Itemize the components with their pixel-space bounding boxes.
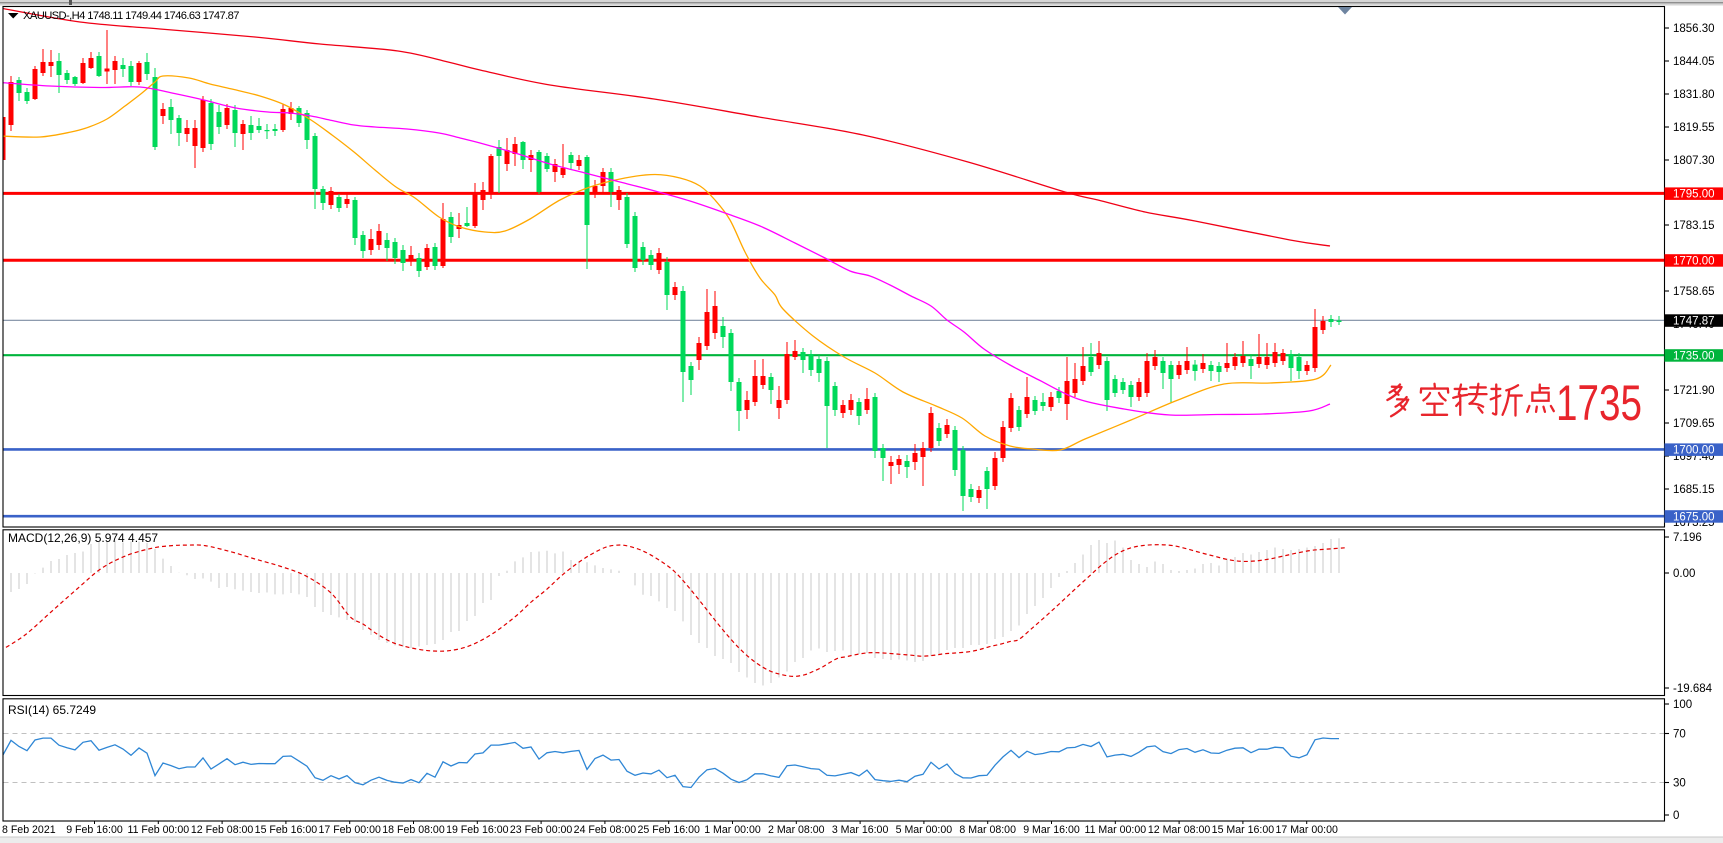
svg-text:-19.684: -19.684 <box>1673 683 1713 695</box>
svg-text:5 Mar 00:00: 5 Mar 00:00 <box>896 824 953 836</box>
svg-text:23 Feb 00:00: 23 Feb 00:00 <box>510 824 573 836</box>
svg-text:8 Mar 08:00: 8 Mar 08:00 <box>959 824 1016 836</box>
svg-text:11 Mar 00:00: 11 Mar 00:00 <box>1084 824 1146 836</box>
svg-text:9 Mar 16:00: 9 Mar 16:00 <box>1023 824 1080 836</box>
svg-text:1758.65: 1758.65 <box>1673 286 1715 298</box>
svg-text:9 Feb 16:00: 9 Feb 16:00 <box>66 824 123 836</box>
svg-text:RSI(14) 65.7249: RSI(14) 65.7249 <box>8 703 96 717</box>
svg-text:15 Feb 16:00: 15 Feb 16:00 <box>255 824 318 836</box>
svg-text:1844.05: 1844.05 <box>1673 56 1715 68</box>
svg-text:17 Mar 00:00: 17 Mar 00:00 <box>1275 824 1338 836</box>
svg-text:1747.87: 1747.87 <box>1673 316 1715 328</box>
svg-text:1856.30: 1856.30 <box>1673 23 1715 35</box>
svg-text:3 Mar 16:00: 3 Mar 16:00 <box>832 824 889 836</box>
svg-text:17 Feb 00:00: 17 Feb 00:00 <box>318 824 381 836</box>
svg-text:1685.15: 1685.15 <box>1673 484 1715 496</box>
svg-text:MACD(12,26,9) 5.974 4.457: MACD(12,26,9) 5.974 4.457 <box>8 531 158 545</box>
svg-text:30: 30 <box>1673 778 1686 790</box>
svg-text:100: 100 <box>1673 699 1692 711</box>
svg-text:XAUUSD-,H4 1748.11 1749.44 17: XAUUSD-,H4 1748.11 1749.44 1746.63 1747.… <box>23 10 239 22</box>
svg-text:1735: 1735 <box>1556 375 1642 431</box>
svg-text:25 Feb 16:00: 25 Feb 16:00 <box>637 824 700 836</box>
svg-text:1783.15: 1783.15 <box>1673 220 1715 232</box>
svg-text:1795.00: 1795.00 <box>1673 189 1715 201</box>
svg-text:1709.65: 1709.65 <box>1673 418 1715 430</box>
svg-text:24 Feb 08:00: 24 Feb 08:00 <box>574 824 637 836</box>
svg-text:11 Feb 00:00: 11 Feb 00:00 <box>127 824 189 836</box>
svg-text:70: 70 <box>1673 729 1686 741</box>
svg-text:1 Mar 00:00: 1 Mar 00:00 <box>704 824 761 836</box>
svg-text:1831.80: 1831.80 <box>1673 89 1715 101</box>
svg-text:12 Mar 08:00: 12 Mar 08:00 <box>1148 824 1211 836</box>
svg-text:1735.00: 1735.00 <box>1673 350 1715 362</box>
svg-text:18 Feb 08:00: 18 Feb 08:00 <box>382 824 445 836</box>
svg-text:12 Feb 08:00: 12 Feb 08:00 <box>191 824 254 836</box>
svg-text:15 Mar 16:00: 15 Mar 16:00 <box>1212 824 1275 836</box>
svg-text:2 Mar 08:00: 2 Mar 08:00 <box>768 824 825 836</box>
svg-text:1819.55: 1819.55 <box>1673 122 1715 134</box>
svg-text:7.196: 7.196 <box>1673 532 1702 544</box>
svg-text:0: 0 <box>1673 810 1679 822</box>
svg-text:19 Feb 16:00: 19 Feb 16:00 <box>446 824 509 836</box>
svg-text:1700.00: 1700.00 <box>1673 445 1715 457</box>
svg-text:8 Feb 2021: 8 Feb 2021 <box>2 824 56 836</box>
svg-text:1770.00: 1770.00 <box>1673 255 1715 267</box>
svg-text:1721.90: 1721.90 <box>1673 385 1715 397</box>
svg-text:1807.30: 1807.30 <box>1673 155 1715 167</box>
svg-text:1675.00: 1675.00 <box>1673 511 1715 523</box>
svg-text:0.00: 0.00 <box>1673 568 1695 580</box>
